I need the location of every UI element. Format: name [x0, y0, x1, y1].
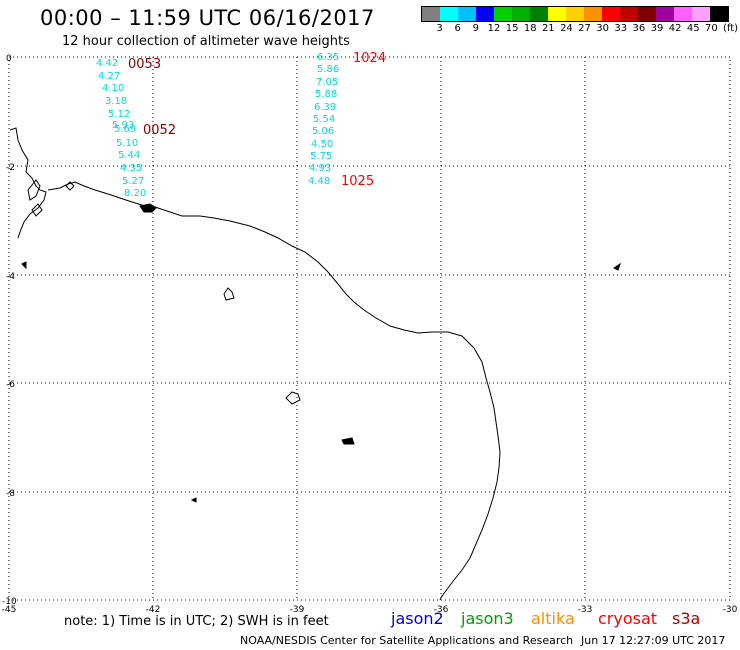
legend-label: 70	[705, 23, 718, 34]
legend-swatch	[602, 7, 620, 21]
west-track-value: 4.27	[98, 71, 120, 82]
lat-tick-label: 0	[6, 54, 12, 64]
lon-tick-label: -33	[578, 605, 593, 615]
coastline	[47, 181, 501, 601]
east-track-end-time: 1025	[341, 174, 374, 189]
legend-unit: (ft)	[723, 23, 739, 34]
lon-tick-label: -39	[290, 605, 305, 615]
legend-swatch	[422, 7, 440, 21]
west-track-value: 5.69	[114, 124, 136, 135]
legend-swatch	[476, 7, 494, 21]
island-south	[341, 437, 355, 445]
legend-label: 24	[560, 23, 573, 34]
west-track-value: 5.44	[118, 150, 140, 161]
satellite-label-altika: altika	[531, 609, 575, 628]
lon-tick-label: -45	[2, 605, 17, 615]
satellite-label-cryosat: cryosat	[598, 609, 658, 628]
east-track-value: 5.86	[317, 64, 339, 75]
legend-label: 27	[578, 23, 591, 34]
east-track-value: 6.35	[317, 52, 339, 63]
map-frame	[8, 56, 731, 601]
legend-swatch	[494, 7, 512, 21]
east-track-start-time: 1024	[353, 51, 386, 66]
island-small	[65, 181, 75, 191]
legend-swatch	[638, 7, 656, 21]
east-track-value: 5.06	[312, 126, 334, 137]
west-track-end-time: 0052	[143, 123, 176, 138]
note-text: note: 1) Time is in UTC; 2) SWH is in fe…	[64, 614, 329, 629]
west-track-value: 5.93	[112, 120, 134, 131]
island-marajo	[223, 287, 235, 301]
legend-swatch	[656, 7, 674, 21]
legend-label: 45	[686, 23, 700, 34]
lat-tick-label: -6	[6, 380, 15, 390]
legend-swatch	[512, 7, 530, 21]
legend-swatch	[458, 7, 476, 21]
legend-label: 36	[632, 23, 646, 34]
island-cluster	[139, 203, 157, 213]
legend-swatch	[692, 7, 710, 21]
legend-label: 18	[523, 23, 537, 34]
west-track-value: 8.20	[124, 188, 146, 199]
west-track-value: 4.10	[102, 83, 124, 94]
legend-swatch	[674, 7, 692, 21]
legend-label: 6	[454, 23, 461, 34]
east-track-value: 5.54	[313, 114, 335, 125]
lon-tick-label: -36	[434, 605, 449, 615]
east-track-value: 5.88	[315, 89, 337, 100]
legend-swatch	[710, 7, 728, 21]
legend-label: 3	[436, 23, 443, 34]
west-track-value: 4.42	[96, 58, 118, 69]
legend-label: 12	[487, 23, 501, 34]
west-track-value: 5.27	[122, 176, 144, 187]
legend-label: 9	[472, 23, 480, 34]
east-track-value: 5.75	[310, 151, 332, 162]
legend-swatches	[421, 6, 729, 22]
east-track-value: 7.05	[316, 77, 338, 88]
west-track-value: 4.35	[120, 163, 142, 174]
west-track-value: 5.12	[108, 109, 130, 120]
legend-labels: 3 6 9 12 15 18 21 24 27 30 33 36 39 42 45 70	[421, 23, 729, 35]
west-track-value: 5.10	[116, 138, 138, 149]
legend-label: 15	[505, 23, 519, 34]
east-track-value: 4.48	[308, 176, 330, 187]
legend-swatch	[584, 7, 602, 21]
legend-swatch	[566, 7, 584, 21]
satellite-label-jason3: jason3	[461, 609, 514, 628]
satellite-label-jason2: jason2	[391, 609, 444, 628]
west-track-value: 3.18	[105, 96, 127, 107]
islet-west	[21, 261, 27, 270]
legend-swatch	[440, 7, 458, 21]
islet-far-east	[613, 262, 621, 271]
legend-label: 30	[596, 23, 610, 34]
timestamp-text: Jun 17 12:27:09 UTC 2017	[581, 634, 726, 647]
island-east	[285, 391, 301, 405]
east-track-value: 4.93	[309, 163, 331, 174]
island-group	[27, 179, 43, 217]
east-track-value: 6.39	[314, 102, 336, 113]
color-legend: 3 6 9 12 15 18 21 24 27 30 33 36 39 42 45 70 (ft)	[421, 6, 738, 34]
lat-tick-label: -4	[6, 272, 15, 282]
coastline-northwest	[9, 127, 47, 239]
credit-text: NOAA/NESDIS Center for Satellite Applica…	[240, 634, 574, 647]
lat-tick-label: -2	[6, 163, 15, 173]
west-track-start-time: 0053	[128, 57, 161, 72]
lat-tick-label: -8	[6, 489, 15, 499]
legend-label: 42	[668, 23, 682, 34]
map-subtitle: 12 hour collection of altimeter wave hei…	[62, 34, 350, 49]
map-title: 00:00 – 11:59 UTC 06/16/2017	[40, 6, 375, 30]
legend-label: 39	[650, 23, 664, 34]
lat-tick-label: -10	[2, 597, 17, 607]
lon-tick-label: -30	[723, 605, 738, 615]
lon-tick-label: -42	[146, 605, 161, 615]
legend-swatch	[530, 7, 548, 21]
east-track-value: 4.50	[311, 139, 333, 150]
legend-swatch	[548, 7, 566, 21]
satellite-label-s3a: s3a	[672, 609, 701, 628]
legend-label: 21	[541, 23, 555, 34]
islet	[190, 497, 197, 503]
legend-label: 33	[614, 23, 628, 34]
legend-swatch	[620, 7, 638, 21]
